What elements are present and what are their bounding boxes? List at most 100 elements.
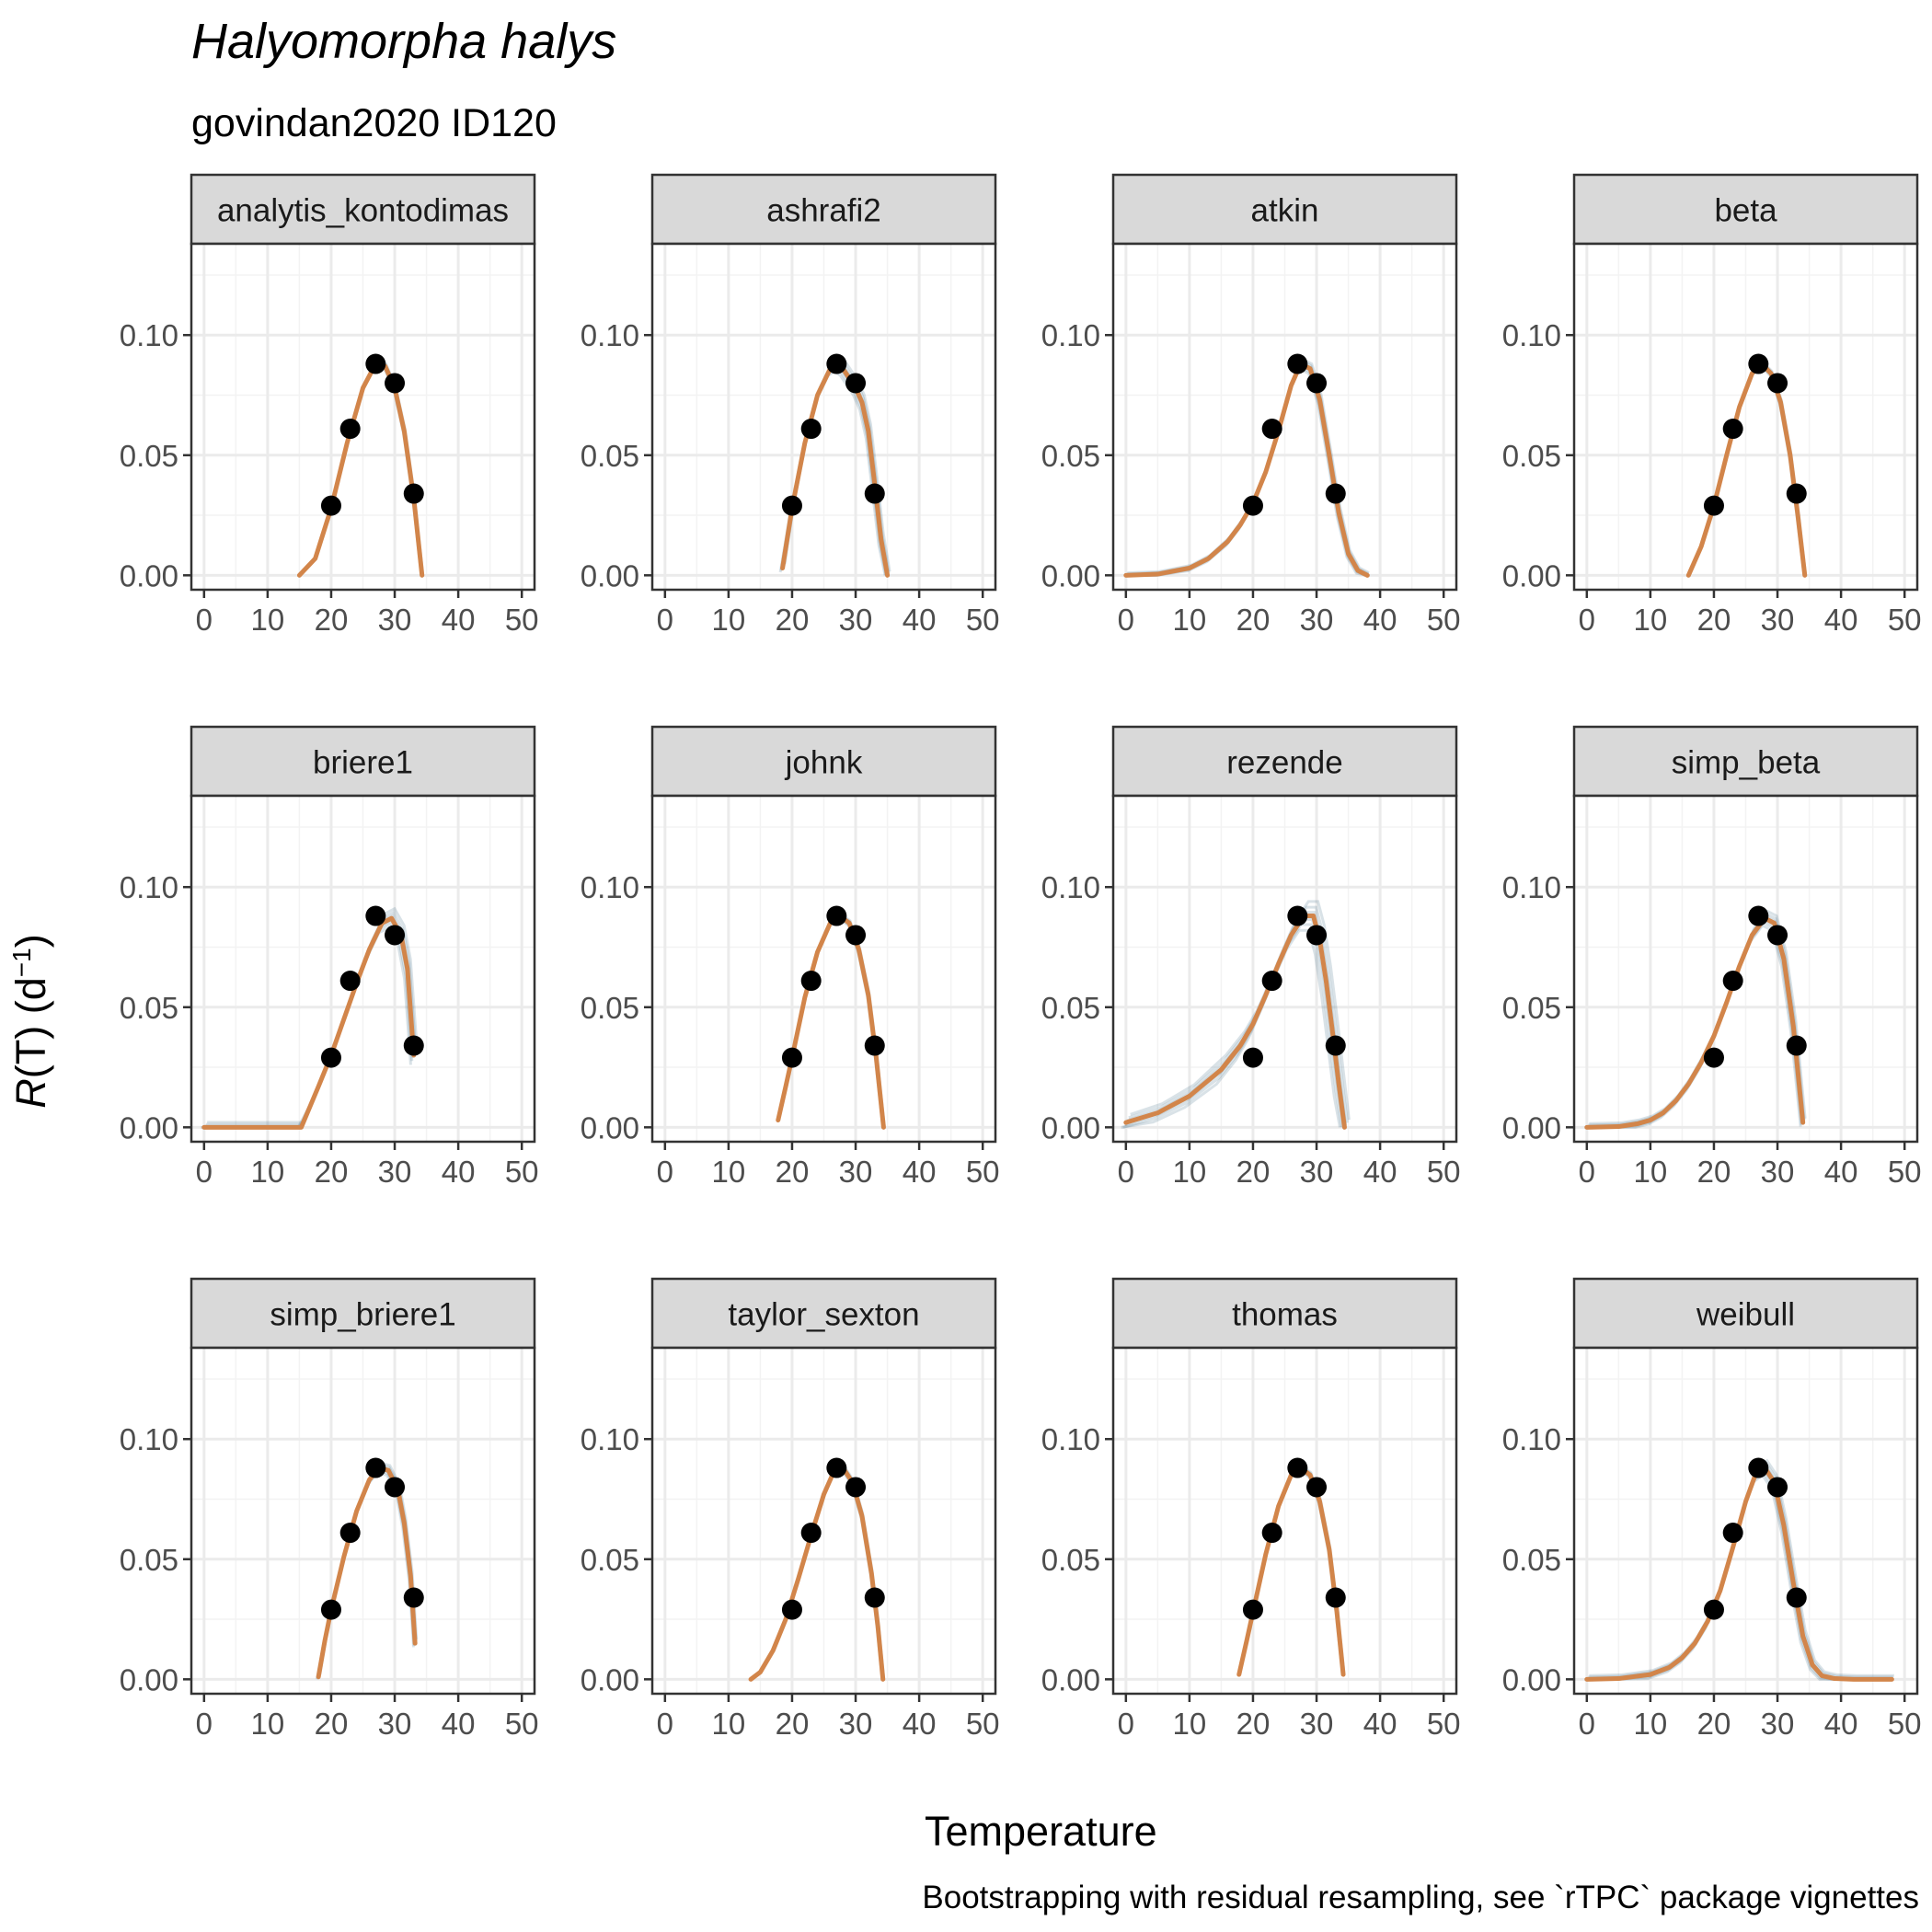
grid-lines xyxy=(1113,796,1456,1142)
data-point xyxy=(385,925,406,946)
panel-border xyxy=(1572,1346,1919,1696)
x-tick-label: 0 xyxy=(196,603,213,637)
data-point xyxy=(1242,495,1263,516)
x-tick-label: 30 xyxy=(839,1707,873,1741)
facet-strip-label: taylor_sexton xyxy=(728,1297,919,1333)
y-tick-label: 0.00 xyxy=(120,558,178,592)
x-tick-label: 40 xyxy=(442,1155,476,1189)
facet-briere1: briere1 0.00 0.05 0.10 0 10 20 30 40 50 xyxy=(120,725,539,1189)
data-point xyxy=(365,905,386,926)
x-tick-label: 30 xyxy=(839,603,873,637)
facet-strip xyxy=(1111,1277,1458,1350)
data-point xyxy=(1748,1457,1769,1478)
data-point xyxy=(1786,483,1807,504)
observed-points xyxy=(320,905,424,1068)
y-tick-label: 0.00 xyxy=(1041,558,1100,592)
facet-johnk: johnk 0.00 0.05 0.10 0 10 20 30 40 50 xyxy=(581,725,1000,1189)
data-point xyxy=(320,1047,341,1068)
observed-points xyxy=(1242,353,1346,516)
y-tick-label: 0.00 xyxy=(1041,1662,1100,1696)
facet-strip-label: briere1 xyxy=(313,745,413,781)
y-tick-label: 0.10 xyxy=(1502,1422,1561,1456)
x-tick-label: 10 xyxy=(251,603,285,637)
data-point xyxy=(1261,419,1282,440)
data-point xyxy=(845,373,867,394)
panel-border xyxy=(1572,242,1919,592)
y-tick-label: 0.05 xyxy=(1502,439,1561,473)
data-point xyxy=(1325,1587,1346,1608)
data-point xyxy=(1242,1047,1263,1068)
x-tick-label: 30 xyxy=(1300,1707,1334,1741)
chart-subtitle: govindan2020 ID120 xyxy=(191,101,557,145)
x-tick-label: 50 xyxy=(1888,603,1922,637)
x-tick-label: 0 xyxy=(657,1707,673,1741)
data-point xyxy=(385,373,406,394)
data-point xyxy=(403,483,424,504)
x-tick-label: 30 xyxy=(378,1155,412,1189)
facet-strip xyxy=(1572,725,1919,798)
x-tick-label: 30 xyxy=(1300,1155,1334,1189)
facet-beta: beta 0.00 0.05 0.10 0 10 20 30 40 50 xyxy=(1502,173,1922,637)
y-tick-label: 0.10 xyxy=(1502,318,1561,352)
facet-thomas: thomas 0.00 0.05 0.10 0 10 20 30 40 50 xyxy=(1041,1277,1461,1741)
x-tick-label: 0 xyxy=(196,1707,213,1741)
y-tick-label: 0.05 xyxy=(1502,991,1561,1025)
x-tick-label: 40 xyxy=(442,603,476,637)
data-point xyxy=(1722,971,1743,992)
data-point xyxy=(339,971,361,992)
x-tick-label: 30 xyxy=(1300,603,1334,637)
x-tick-label: 0 xyxy=(1579,1155,1595,1189)
grid-lines xyxy=(191,244,535,590)
data-point xyxy=(403,1035,424,1056)
data-point xyxy=(1703,1047,1724,1068)
observed-points xyxy=(1242,1457,1346,1620)
panel-border xyxy=(650,794,997,1144)
x-tick-label: 10 xyxy=(712,1707,746,1741)
data-point xyxy=(339,1523,361,1544)
facet-strip xyxy=(650,1277,997,1350)
x-tick-label: 50 xyxy=(966,603,1000,637)
facet-strip-label: ashrafi2 xyxy=(766,193,881,229)
x-tick-label: 40 xyxy=(1363,1155,1397,1189)
data-point xyxy=(1748,353,1769,374)
x-tick-label: 40 xyxy=(903,603,937,637)
y-tick-label: 0.05 xyxy=(1502,1543,1561,1577)
data-point xyxy=(1767,373,1788,394)
x-tick-label: 30 xyxy=(1761,1707,1795,1741)
facet-strip-label: rezende xyxy=(1226,745,1342,781)
grid-lines xyxy=(1574,796,1917,1142)
grid-lines xyxy=(1113,1348,1456,1694)
x-tick-label: 20 xyxy=(1236,1707,1271,1741)
panel-border xyxy=(650,242,997,592)
data-point xyxy=(845,1477,867,1498)
y-tick-label: 0.00 xyxy=(1041,1110,1100,1144)
chart-caption: Bootstrapping with residual resampling, … xyxy=(922,1880,1919,1915)
facet-taylor-sexton: taylor_sexton 0.00 0.05 0.10 0 10 20 30 40 50 xyxy=(581,1277,1000,1741)
observed-points xyxy=(320,353,424,516)
x-tick-label: 20 xyxy=(315,1707,349,1741)
x-tick-label: 40 xyxy=(1824,603,1858,637)
x-tick-label: 40 xyxy=(442,1707,476,1741)
data-point xyxy=(826,353,847,374)
data-point xyxy=(1767,925,1788,946)
data-point xyxy=(826,1457,847,1478)
x-tick-label: 20 xyxy=(315,603,349,637)
panel-border xyxy=(190,1346,536,1696)
y-tick-label: 0.10 xyxy=(1041,1422,1100,1456)
x-tick-label: 0 xyxy=(1579,603,1595,637)
data-point xyxy=(1306,1477,1328,1498)
facet-simp-briere1: simp_briere1 0.00 0.05 0.10 0 10 20 30 40 50 xyxy=(120,1277,539,1741)
x-tick-label: 50 xyxy=(1427,1155,1461,1189)
data-point xyxy=(365,353,386,374)
data-point xyxy=(864,1035,885,1056)
data-point xyxy=(1306,373,1328,394)
y-tick-label: 0.10 xyxy=(1041,318,1100,352)
y-tick-label: 0.05 xyxy=(581,1543,639,1577)
y-tick-label: 0.10 xyxy=(581,318,639,352)
y-tick-label: 0.00 xyxy=(1502,1110,1561,1144)
y-tick-label: 0.00 xyxy=(1502,1662,1561,1696)
facet-atkin: atkin 0.00 0.05 0.10 0 10 20 30 40 50 xyxy=(1041,173,1461,637)
data-point xyxy=(826,905,847,926)
x-tick-label: 50 xyxy=(1888,1155,1922,1189)
